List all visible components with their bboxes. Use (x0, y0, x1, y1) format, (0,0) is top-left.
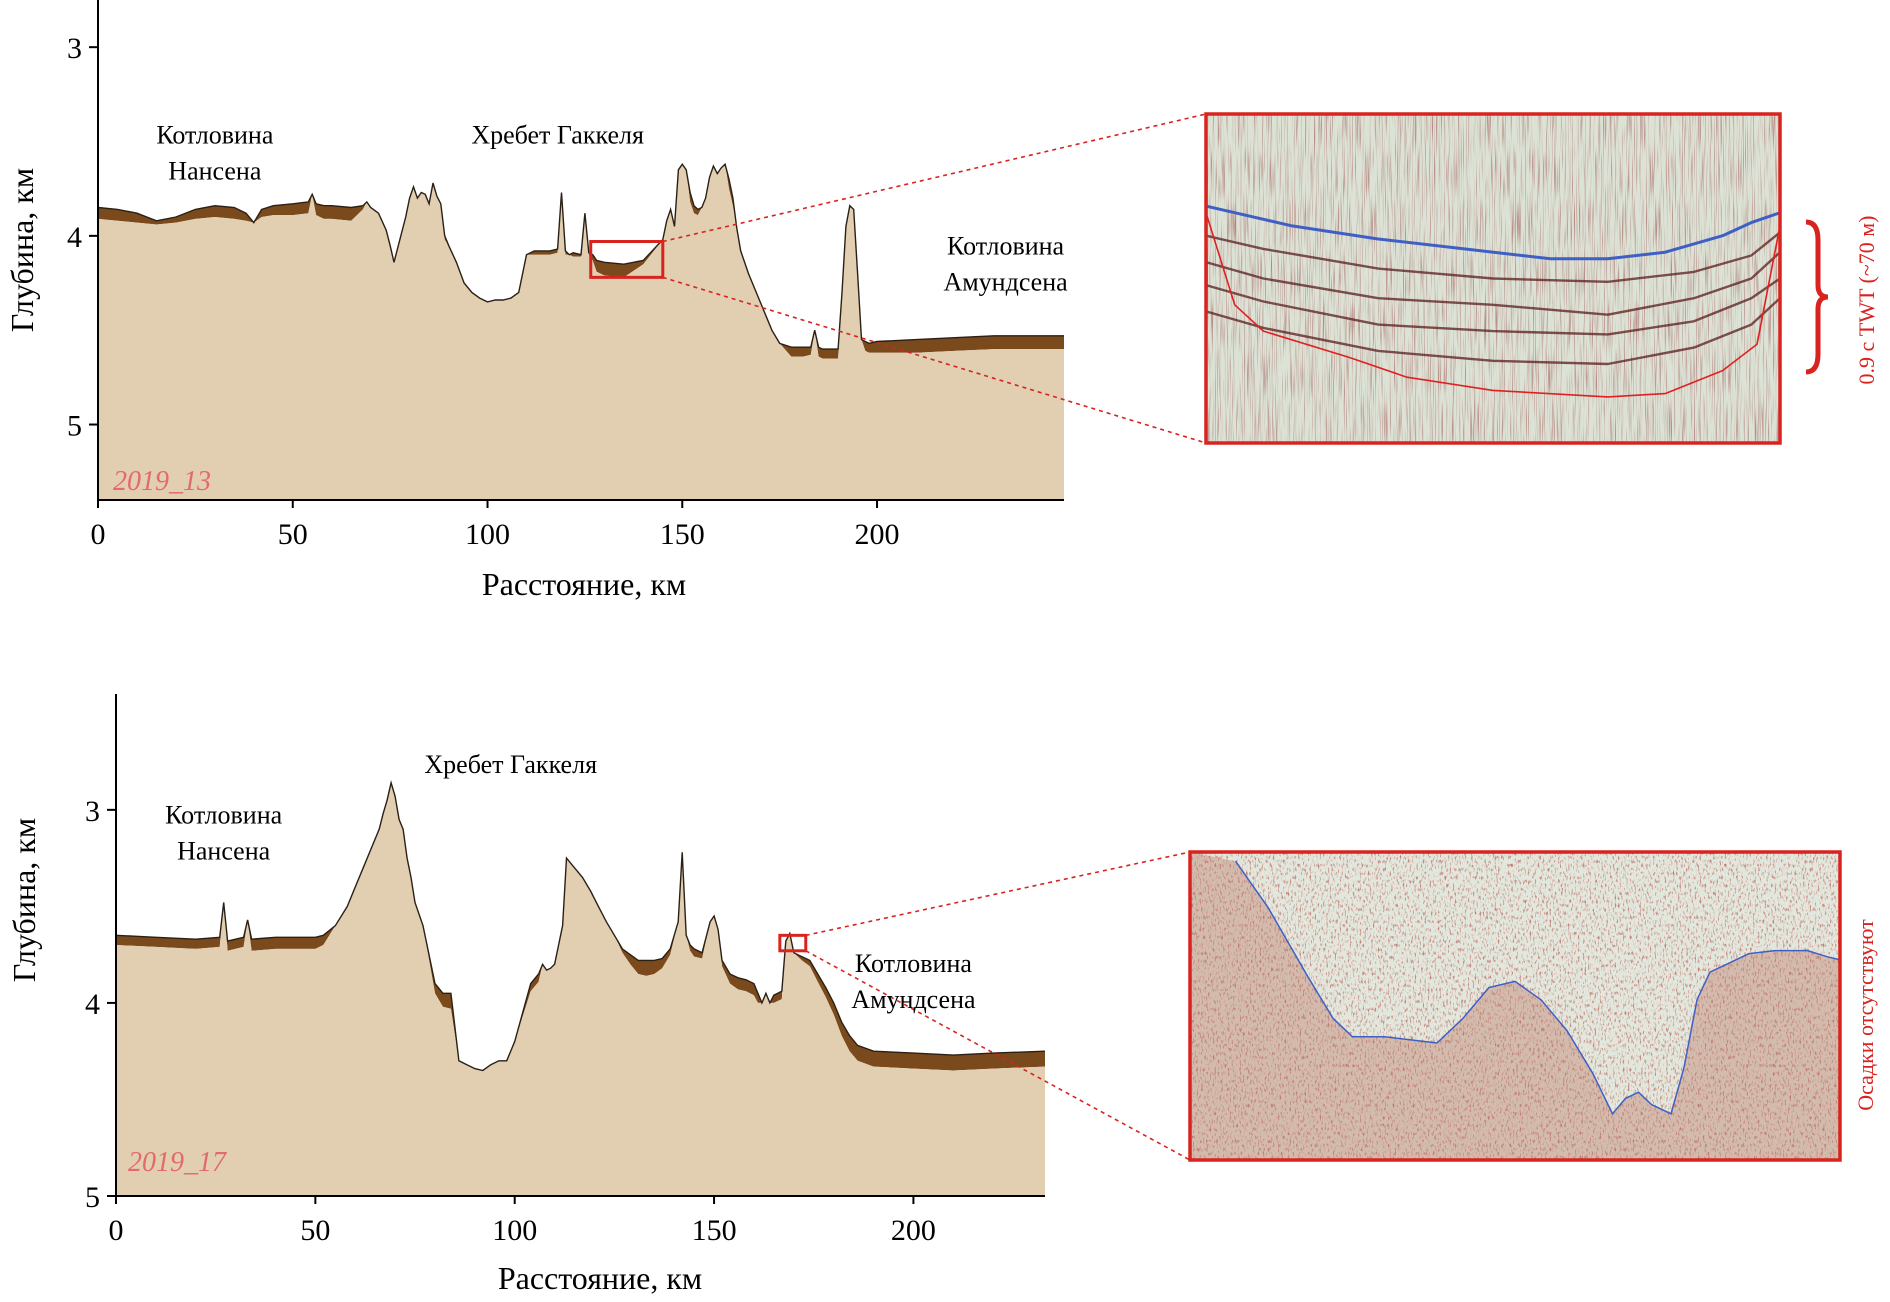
seismic-frame (1188, 850, 1842, 1162)
x-tick-label: 200 (855, 518, 900, 551)
y-axis-label: Глубина, км (6, 818, 42, 982)
seismic-horizon-reflector (1206, 251, 1780, 316)
x-tick-label: 200 (891, 1214, 936, 1247)
region-label-gakkel-ridge: Хребет Гаккеля (424, 750, 597, 779)
x-tick-label: 150 (660, 518, 705, 551)
x-tick-label: 50 (278, 518, 308, 551)
region-label-nansen-basin: Нансена (177, 836, 271, 865)
zoom-connector-top (662, 113, 1207, 243)
seismic-inset (1188, 850, 1842, 1162)
x-tick-label: 150 (692, 1214, 737, 1247)
x-tick-label: 100 (465, 518, 510, 551)
x-tick-label: 0 (91, 518, 106, 551)
region-label-amundsen-basin: Амундсена (851, 985, 976, 1014)
y-tick-label: 3 (67, 32, 82, 65)
region-label-nansen-basin: Котловина (156, 120, 273, 149)
seismic-horizon-seafloor (1234, 860, 1840, 1115)
seismic-horizons (1206, 204, 1780, 398)
zoom-box (778, 933, 808, 953)
zoom-connector-bottom (805, 950, 1191, 1161)
no-sediment-annotation: Осадки отсутствуют (1853, 919, 1878, 1111)
line-id: 2019_17 (128, 1147, 227, 1178)
y-tick-label: 4 (67, 221, 82, 254)
region-label-nansen-basin: Котловина (165, 800, 282, 829)
y-tick-label: 5 (85, 1181, 100, 1214)
seismic-frame (1204, 112, 1782, 445)
seafloor-area (98, 164, 1064, 500)
profile-panel-2019-17: 0 50 100 150 200 3 4 5 Котловина Нансена Хребет… (6, 694, 1878, 1296)
seismic-horizon-seafloor (1206, 204, 1780, 261)
x-tick-label: 50 (300, 1214, 330, 1247)
x-axis-label: Расстояние, км (482, 566, 686, 602)
zoom-connector-bottom (662, 276, 1207, 444)
seafloor-line (97, 162, 1064, 350)
seismic-horizon-basement (1206, 212, 1780, 398)
seismic-horizon-reflector (1206, 297, 1780, 366)
seismic-noise (1190, 852, 1840, 1160)
region-label-amundsen-basin: Котловина (855, 949, 972, 978)
region-label-amundsen-basin: Амундсена (943, 268, 1068, 297)
profile-panel-2019-13: 0 50 100 150 200 3 4 5 Котловина Нансена Хребет… (4, 0, 1879, 602)
seafloor-area (116, 782, 1045, 1196)
y-tick-label: 3 (85, 795, 100, 828)
profile-plot (97, 162, 1064, 500)
zoom-connector-top (805, 851, 1191, 937)
x-axis-label: Расстояние, км (498, 1260, 702, 1296)
axes: 0 50 100 150 200 3 4 5 (67, 0, 1064, 551)
thickness-annotation: 0.9 с TWT (~70 м) (1854, 216, 1879, 385)
region-label-gakkel-ridge: Хребет Гаккеля (471, 120, 644, 149)
axes: 0 50 100 150 200 3 4 5 (85, 694, 1045, 1247)
region-label-nansen-basin: Нансена (168, 156, 262, 185)
x-tick-label: 100 (492, 1214, 537, 1247)
x-tick-label: 0 (109, 1214, 124, 1247)
sediment-layer (98, 164, 1064, 359)
seismic-inset (1204, 112, 1782, 445)
line-id: 2019_13 (113, 466, 211, 497)
region-label-amundsen-basin: Котловина (947, 232, 1064, 261)
y-axis-label: Глубина, км (4, 168, 40, 332)
seismic-horizon-reflector (1206, 231, 1780, 283)
seismic-horizons (1234, 860, 1840, 1115)
y-tick-label: 5 (67, 410, 82, 443)
thickness-brace (1805, 219, 1829, 375)
y-tick-label: 4 (85, 988, 100, 1021)
zoom-box (589, 240, 665, 279)
seismic-horizon-reflector (1206, 277, 1780, 336)
